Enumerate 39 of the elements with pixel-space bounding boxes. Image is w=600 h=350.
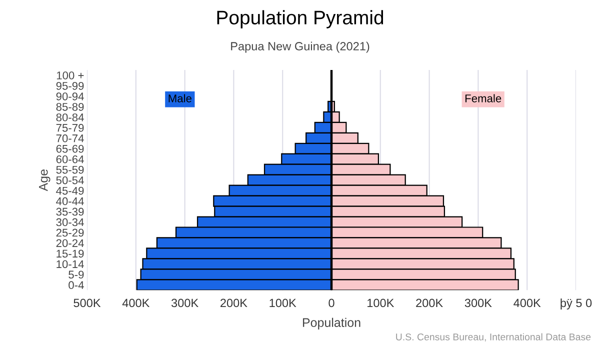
y-tick-label: 20-24 (56, 239, 84, 248)
x-tick-label: 100K (270, 298, 296, 308)
x-tick-label: 300K (464, 298, 492, 308)
x-tick-label: þÿ 5 0 (560, 298, 592, 310)
y-tick-label: 80-84 (56, 113, 84, 122)
x-tick-label: 400K (122, 298, 150, 308)
chart-title: Population Pyramid (217, 10, 384, 28)
x-tick-label: 300K (171, 298, 198, 308)
x-tick-label: 100K (368, 298, 394, 308)
y-tick-label: 95-99 (56, 82, 84, 90)
y-tick-label: 5-9 (68, 270, 84, 279)
y-tick-label: 75-79 (56, 124, 84, 132)
y-tick-label: 40-44 (56, 197, 84, 206)
y-tick-label: 45-49 (56, 186, 84, 195)
x-axis-title: Population (302, 318, 360, 330)
x-tick-label: 0 (328, 298, 334, 308)
y-tick-label: 30-34 (56, 218, 84, 226)
x-tick-label: 200K (220, 298, 248, 308)
y-tick-label: 35-39 (56, 208, 84, 216)
y-tick-label: 70-74 (56, 134, 84, 142)
text: Male (168, 94, 192, 102)
x-tick-label: 500K (74, 298, 101, 308)
y-axis-title: Age (39, 170, 50, 192)
y-tick-label: 55-59 (56, 166, 84, 174)
y-tick-label: 85-89 (56, 102, 84, 111)
text: Female (465, 94, 502, 102)
y-tick-label: 60-64 (56, 155, 84, 164)
y-tick-label: 100 + (56, 72, 84, 80)
y-tick-label: 0-4 (68, 281, 84, 290)
x-tick-label: 400K (514, 298, 541, 308)
y-tick-label: 25-29 (56, 228, 84, 237)
y-tick-label: 10-14 (56, 260, 84, 268)
y-tick-label: 90-94 (56, 92, 84, 100)
y-tick-label: 65-69 (56, 144, 84, 153)
x-tick-label: 200K (416, 298, 443, 308)
y-tick-label: 15-19 (56, 250, 84, 258)
text: U.S. Census Bureau, International Data Base (396, 333, 591, 342)
y-tick-label: 50-54 (56, 176, 84, 184)
chart-subtitle: Papua New Guinea (2021) (231, 42, 370, 53)
